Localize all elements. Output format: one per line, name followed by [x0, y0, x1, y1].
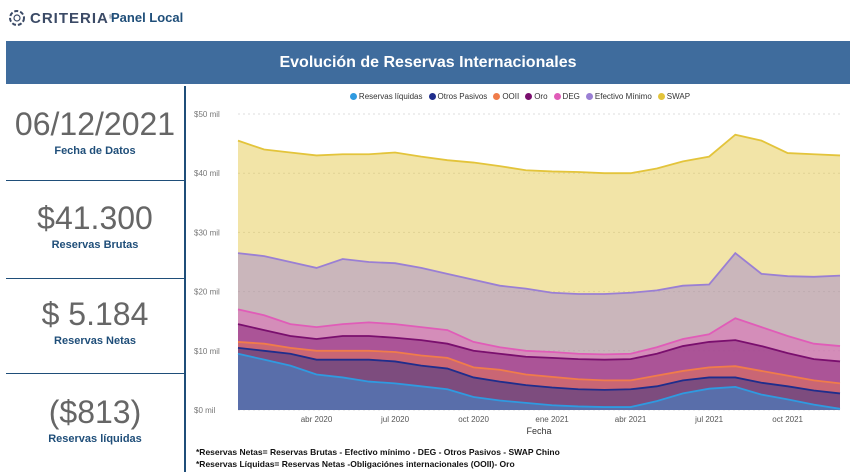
area-deg [238, 309, 840, 410]
logo-trademark: ® [108, 15, 114, 21]
line-efectivo-mínimo [237, 251, 841, 295]
x-tick-label: abr 2020 [301, 415, 333, 424]
legend-dot-icon [525, 93, 533, 100]
kpi-reservas-liquidas: ($813) Reservas líquidas [6, 394, 184, 445]
kpi-divider [6, 373, 184, 374]
kpi-reservas-netas: $ 5.184 Reservas Netas [6, 296, 184, 347]
criteria-logo-icon [9, 10, 25, 26]
column-divider [184, 86, 186, 472]
legend-label: Efectivo Mínimo [594, 92, 652, 101]
x-tick-label: jul 2020 [380, 415, 410, 424]
legend-dot-icon [553, 93, 561, 100]
y-tick-label: $20 mil [194, 288, 220, 297]
kpi-column: 06/12/2021 Fecha de Datos $41.300 Reserv… [6, 88, 184, 472]
line-reservas-líquidas [237, 352, 841, 410]
legend-item[interactable]: Oro [525, 92, 548, 101]
kpi-label: Reservas líquidas [48, 433, 142, 445]
page-banner: Evolución de Reservas Internacionales [6, 41, 850, 84]
area-otros-pasivos [238, 347, 840, 410]
chart-svg[interactable]: $0 mil $10 mil $20 mil $30 mil $40 mil $50 mi… [190, 104, 850, 464]
criteria-logo: CRITERIA ® [8, 9, 113, 27]
top-bar: CRITERIA ® Panel Local [0, 0, 850, 38]
x-tick-label: oct 2020 [458, 415, 489, 424]
legend-label: OOII [502, 92, 520, 101]
page-title: Evolución de Reservas Internacionales [279, 53, 577, 71]
y-tick-label: $40 mil [194, 169, 220, 178]
x-tick-label: ene 2021 [535, 415, 569, 424]
legend-dot-icon [585, 93, 593, 100]
kpi-value: 06/12/2021 [14, 106, 176, 142]
legend-dot-icon [493, 93, 501, 100]
legend-item[interactable]: DEG [553, 92, 580, 101]
kpi-label: Fecha de Datos [54, 145, 136, 157]
legend-item[interactable]: Otros Pasivos [428, 92, 488, 101]
kpi-label: Reservas Brutas [51, 239, 139, 251]
legend-label: DEG [562, 92, 580, 101]
reserves-chart[interactable]: Reservas líquidas Otros Pasivos OOII Oro DEG… [190, 86, 850, 472]
y-tick-label: $30 mil [194, 228, 220, 237]
y-tick-label: $0 mil [194, 406, 216, 415]
formula-notes: *Reservas Netas= Reservas Brutas - Efect… [196, 446, 560, 470]
line-oro [237, 323, 841, 363]
line-swap [237, 133, 841, 175]
legend-dot-icon [657, 93, 665, 100]
note-reservas-liquidas: *Reservas Líquidas= Reservas Netas -Obli… [196, 459, 515, 469]
logo-text: CRITERIA [30, 9, 109, 27]
legend-label: Otros Pasivos [437, 92, 488, 101]
legend-label: Reservas líquidas [358, 92, 423, 101]
legend-item[interactable]: SWAP [657, 92, 691, 101]
legend-item[interactable]: Efectivo Mínimo [585, 92, 652, 101]
legend-item[interactable]: OOII [493, 92, 519, 101]
kpi-label: Reservas Netas [54, 335, 136, 347]
kpi-value: $ 5.184 [41, 296, 149, 332]
area-swap [238, 134, 840, 410]
legend-item[interactable]: Reservas líquidas [349, 92, 423, 101]
panel-title: Panel Local [111, 10, 184, 25]
legend-dot-icon [428, 93, 436, 100]
x-tick-label: oct 2021 [772, 415, 803, 424]
line-deg [237, 308, 841, 356]
kpi-divider [6, 180, 184, 181]
kpi-reservas-brutas: $41.300 Reservas Brutas [6, 200, 184, 251]
chart-legend[interactable]: Reservas líquidas Otros Pasivos OOII Oro DEG… [190, 92, 850, 101]
kpi-divider [6, 278, 184, 279]
x-tick-label: jul 2021 [694, 415, 724, 424]
legend-label: Oro [534, 92, 548, 101]
kpi-fecha-datos: 06/12/2021 Fecha de Datos [6, 106, 184, 157]
legend-label: SWAP [666, 92, 691, 101]
y-tick-label: $50 mil [194, 110, 220, 119]
line-otros-pasivos [237, 346, 841, 395]
area-reservas-líquidas [238, 353, 840, 410]
x-axis-label: Fecha [526, 426, 551, 436]
note-reservas-netas: *Reservas Netas= Reservas Brutas - Efect… [196, 447, 560, 457]
line-ooii [237, 341, 841, 385]
kpi-value: ($813) [48, 394, 142, 430]
legend-dot-icon [349, 93, 357, 100]
x-tick-label: abr 2021 [615, 415, 647, 424]
y-tick-label: $10 mil [194, 347, 220, 356]
kpi-value: $41.300 [37, 200, 153, 236]
